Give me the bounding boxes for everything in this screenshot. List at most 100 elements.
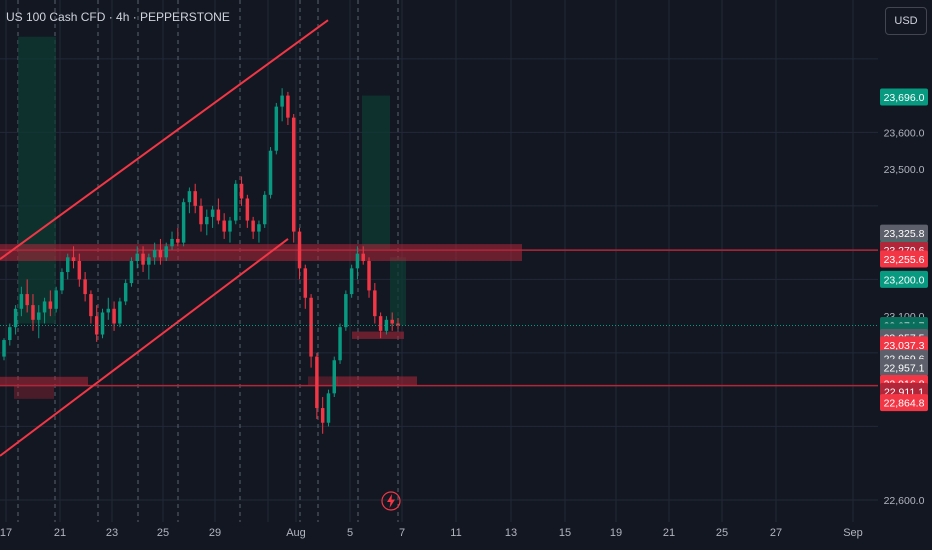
- candle-body: [181, 202, 186, 243]
- demand-zone: [335, 376, 417, 386]
- candle-body: [222, 220, 226, 232]
- candle-body: [344, 294, 348, 328]
- candle-body: [152, 249, 157, 258]
- candle-body: [274, 106, 279, 151]
- candle-body: [135, 253, 140, 261]
- candle-body: [315, 356, 319, 409]
- price-label-bg: [880, 250, 928, 268]
- candle-body: [106, 308, 111, 313]
- demand-zone: [0, 376, 88, 386]
- candle-body: [89, 294, 93, 317]
- candle-body: [60, 272, 64, 291]
- price-label: 23,255.6: [884, 254, 925, 266]
- candle-body: [48, 301, 53, 309]
- time-tick-label: 15: [559, 527, 571, 539]
- price-label: 22,864.8: [884, 398, 925, 410]
- candle-body: [291, 117, 296, 232]
- candle-body: [54, 290, 58, 309]
- price-label: 22,600.0: [884, 495, 925, 507]
- time-tick-label: 29: [209, 527, 221, 539]
- price-label: 22,957.1: [884, 363, 925, 375]
- candle-body: [216, 209, 221, 221]
- candle-body: [297, 231, 302, 269]
- candle-body: [31, 305, 35, 320]
- candle-body: [129, 261, 134, 284]
- price-label: 23,037.3: [884, 340, 925, 352]
- price-label: 23,600.0: [884, 127, 925, 139]
- long-position-zone: [362, 95, 390, 250]
- candle-body: [268, 150, 273, 195]
- candle-body: [251, 220, 255, 232]
- candlestick-series: [2, 88, 400, 434]
- candle-body: [320, 408, 325, 423]
- candle-body: [170, 238, 174, 247]
- demand-zone: [352, 331, 404, 339]
- supply-zone: [0, 244, 522, 261]
- currency-button[interactable]: USD: [885, 7, 927, 35]
- time-tick-label: 13: [505, 527, 517, 539]
- lightning-icon[interactable]: [380, 490, 402, 512]
- candle-body: [77, 261, 82, 280]
- candle-body: [373, 290, 377, 317]
- channel-upper-trendline: [0, 19, 329, 260]
- candle-body: [367, 261, 371, 291]
- candle-body: [19, 294, 24, 309]
- time-tick-label: 11: [450, 527, 461, 539]
- time-tick-label: Sep: [843, 527, 863, 539]
- candle-body: [280, 95, 284, 107]
- chart-zones: [0, 36, 522, 399]
- time-tick-label: 17: [0, 527, 12, 539]
- price-label: 23,325.8: [884, 228, 925, 240]
- time-tick-label: 21: [54, 527, 66, 539]
- candle-body: [147, 257, 151, 265]
- candle-body: [257, 224, 261, 232]
- price-label: 23,696.0: [884, 92, 925, 104]
- candle-body: [141, 253, 145, 265]
- time-tick-label: 19: [610, 527, 622, 539]
- candle-body: [2, 340, 6, 357]
- candle-body: [355, 253, 360, 269]
- price-label-bg: [880, 270, 928, 288]
- time-axis[interactable]: 17 21 23 25 29 Aug 5 7 11 13 15 19 21 25 27 Sep: [0, 527, 863, 539]
- candle-body: [100, 312, 105, 335]
- long-position-zone: [390, 257, 406, 326]
- price-label-bg: [880, 359, 928, 377]
- long-position-zone: [18, 36, 56, 324]
- chart-drawings[interactable]: [0, 19, 878, 457]
- price-label: 23,500.0: [884, 164, 925, 176]
- candle-body: [176, 238, 180, 243]
- candle-body: [384, 319, 389, 331]
- candle-body: [187, 191, 192, 203]
- price-label: 23,200.0: [884, 274, 925, 286]
- candle-body: [378, 316, 383, 331]
- candle-body: [8, 327, 12, 341]
- channel-lower-trendline: [0, 238, 289, 457]
- candle-body: [71, 257, 76, 261]
- time-tick-label: 21: [663, 527, 675, 539]
- candle-body: [326, 393, 331, 423]
- candle-body: [338, 327, 342, 361]
- candle-body: [112, 308, 116, 324]
- candle-body: [286, 95, 290, 118]
- candle-body: [239, 183, 244, 199]
- candle-body: [332, 360, 337, 394]
- candle-body: [13, 308, 18, 328]
- price-label-bg: [880, 88, 928, 106]
- candle-body: [118, 301, 122, 324]
- candle-body: [303, 268, 308, 298]
- price-label-bg: [880, 336, 928, 354]
- candle-body: [83, 279, 87, 295]
- price-axis[interactable]: 23,696.023,600.023,500.023,325.823,281.8…: [880, 88, 928, 507]
- time-tick-label: 5: [347, 527, 353, 539]
- time-tick-label: 27: [770, 527, 782, 539]
- candle-body: [245, 198, 250, 221]
- candle-body: [349, 268, 354, 295]
- candle-body: [199, 205, 203, 225]
- candle-body: [228, 220, 232, 232]
- candle-body: [309, 297, 313, 357]
- candle-body: [123, 283, 128, 302]
- candle-body: [396, 323, 400, 326]
- time-tick-label: 23: [106, 527, 118, 539]
